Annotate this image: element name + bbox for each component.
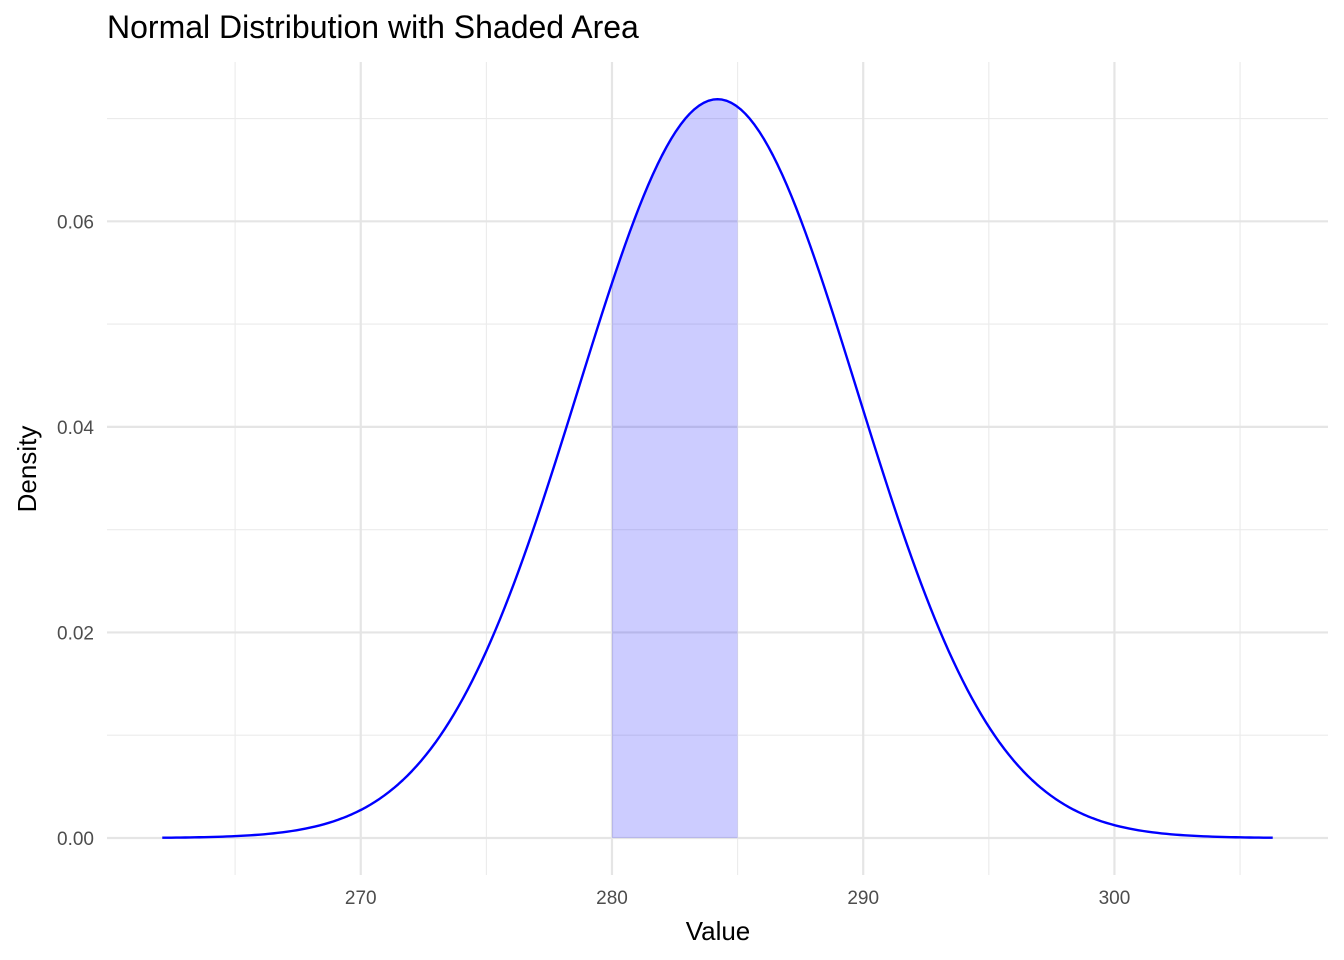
minor-gridlines [107, 62, 1328, 875]
shaded-area [611, 99, 738, 838]
major-gridlines [107, 62, 1328, 875]
y-tick-label: 0.02 [57, 623, 94, 644]
chart-title: Normal Distribution with Shaded Area [107, 9, 639, 45]
x-tick-label: 270 [345, 888, 377, 909]
y-tick-label: 0.04 [57, 418, 94, 439]
y-tick-label: 0.00 [57, 829, 94, 850]
x-tick-labels: 270 280 290 300 [345, 888, 1130, 909]
x-tick-label: 300 [1099, 888, 1131, 909]
density-curve [162, 97, 1273, 839]
y-tick-labels: 0.00 0.02 0.04 0.06 [57, 212, 94, 850]
y-tick-label: 0.06 [57, 212, 94, 233]
x-axis-title: Value [686, 916, 751, 946]
x-tick-label: 290 [847, 888, 879, 909]
y-axis-title: Density [12, 426, 42, 513]
x-tick-label: 280 [596, 888, 628, 909]
